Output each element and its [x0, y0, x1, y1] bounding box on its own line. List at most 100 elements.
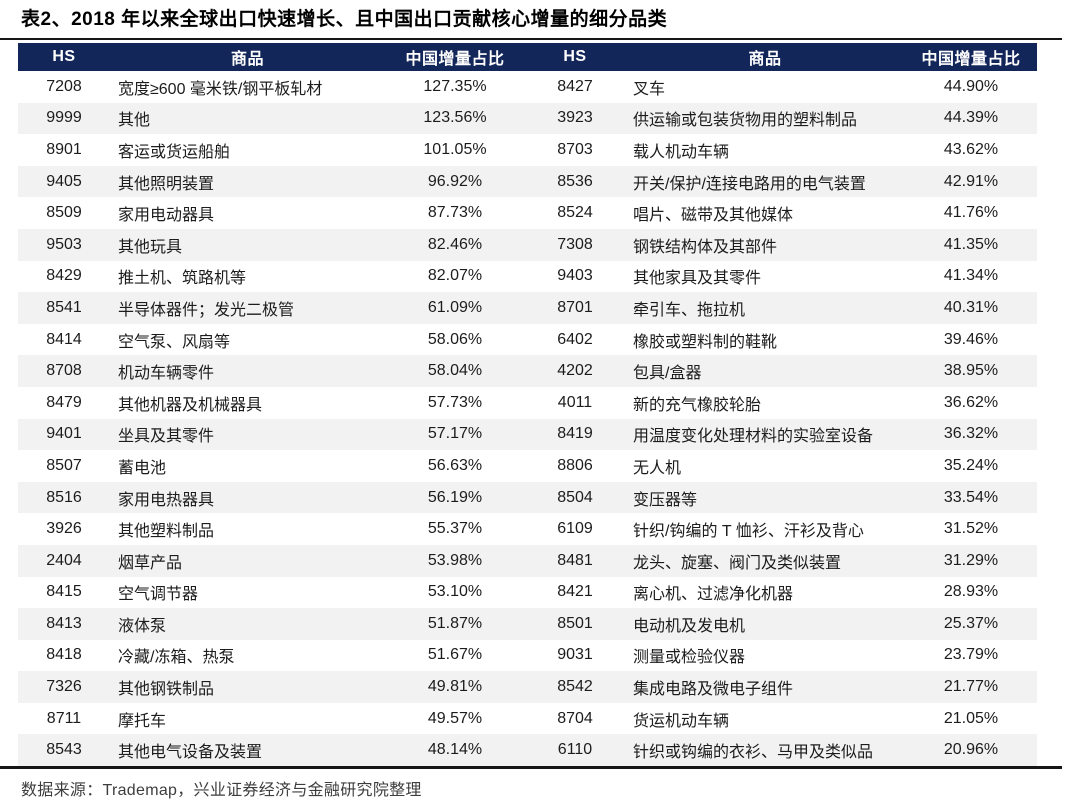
product-name-right: 开关/保护/连接电路用的电气装置 [625, 165, 905, 198]
bottom-rule [0, 766, 1062, 770]
hs-code-left: 2404 [18, 544, 110, 577]
table-row: 3926 其他塑料制品 55.37% 6109 针织/钩编的 T 恤衫、汗衫及背心 31.… [18, 513, 1037, 545]
china-share-right: 21.77% [905, 671, 1037, 703]
product-name-right: 橡胶或塑料制的鞋靴 [625, 323, 905, 356]
hs-code-right: 8504 [525, 481, 625, 514]
hs-code-right: 3923 [525, 102, 625, 135]
product-name-left: 其他照明装置 [110, 165, 385, 198]
china-share-left: 51.87% [385, 608, 525, 640]
china-share-left: 53.10% [385, 576, 525, 609]
hs-code-right: 8701 [525, 292, 625, 324]
china-share-right: 42.91% [905, 165, 1037, 198]
table-row: 9999 其他 123.56% 3923 供运输或包装货物用的塑料制品 44.39% [18, 102, 1037, 135]
china-share-left: 51.67% [385, 639, 525, 672]
china-share-right: 36.32% [905, 418, 1037, 451]
product-name-right: 测量或检验仪器 [625, 639, 905, 672]
table-row: 8516 家用电热器具 56.19% 8504 变压器等 33.54% [18, 481, 1037, 514]
china-share-left: 61.09% [385, 292, 525, 324]
china-share-right: 35.24% [905, 450, 1037, 482]
hs-code-left: 8711 [18, 702, 110, 735]
product-name-right: 针织/钩编的 T 恤衫、汗衫及背心 [625, 513, 905, 545]
hs-code-left: 8418 [18, 639, 110, 672]
china-share-right: 31.29% [905, 544, 1037, 577]
data-source-note: 数据来源：Trademap，兴业证券经济与金融研究院整理 [21, 782, 422, 800]
hs-code-left: 8413 [18, 608, 110, 640]
china-share-left: 58.06% [385, 323, 525, 356]
china-share-right: 33.54% [905, 481, 1037, 514]
china-share-left: 123.56% [385, 102, 525, 135]
hs-code-right: 4202 [525, 355, 625, 387]
product-name-right: 钢铁结构体及其部件 [625, 228, 905, 261]
hs-code-right: 8703 [525, 134, 625, 166]
table-row: 8901 客运或货运船舶 101.05% 8703 载人机动车辆 43.62% [18, 134, 1037, 166]
product-name-right: 无人机 [625, 450, 905, 482]
product-name-left: 家用电动器具 [110, 197, 385, 229]
product-name-left: 冷藏/冻箱、热泵 [110, 639, 385, 672]
product-name-left: 推土机、筑路机等 [110, 260, 385, 293]
hs-code-right: 4011 [525, 386, 625, 419]
product-name-left: 空气调节器 [110, 576, 385, 609]
china-share-left: 56.19% [385, 481, 525, 514]
china-share-right: 43.62% [905, 134, 1037, 166]
product-name-left: 其他电气设备及装置 [110, 734, 385, 767]
product-name-right: 新的充气橡胶轮胎 [625, 386, 905, 419]
hs-code-left: 9405 [18, 165, 110, 198]
china-share-left: 82.07% [385, 260, 525, 293]
hs-code-left: 9999 [18, 102, 110, 135]
hs-code-right: 8419 [525, 418, 625, 451]
china-share-right: 41.34% [905, 260, 1037, 293]
hs-code-right: 8501 [525, 608, 625, 640]
table-row: 8507 蓄电池 56.63% 8806 无人机 35.24% [18, 450, 1037, 482]
product-name-right: 其他家具及其零件 [625, 260, 905, 293]
table-row: 8711 摩托车 49.57% 8704 货运机动车辆 21.05% [18, 702, 1037, 735]
china-share-left: 55.37% [385, 513, 525, 545]
product-name-left: 摩托车 [110, 702, 385, 735]
hs-code-right: 6109 [525, 513, 625, 545]
col-header-hs-right: HS [525, 43, 625, 71]
hs-code-left: 8901 [18, 134, 110, 166]
col-header-share-right: 中国增量占比 [905, 43, 1037, 71]
product-name-right: 叉车 [625, 71, 905, 103]
hs-code-left: 8415 [18, 576, 110, 609]
china-share-right: 31.52% [905, 513, 1037, 545]
hs-code-left: 8479 [18, 386, 110, 419]
hs-code-left: 9503 [18, 228, 110, 261]
hs-code-right: 8542 [525, 671, 625, 703]
table-row: 8414 空气泵、风扇等 58.06% 6402 橡胶或塑料制的鞋靴 39.46% [18, 323, 1037, 356]
product-name-left: 空气泵、风扇等 [110, 323, 385, 356]
table-row: 8418 冷藏/冻箱、热泵 51.67% 9031 测量或检验仪器 23.79% [18, 639, 1037, 672]
product-name-right: 包具/盒器 [625, 355, 905, 387]
china-share-left: 56.63% [385, 450, 525, 482]
table-row: 8708 机动车辆零件 58.04% 4202 包具/盒器 38.95% [18, 355, 1037, 387]
china-share-right: 36.62% [905, 386, 1037, 419]
product-name-left: 蓄电池 [110, 450, 385, 482]
hs-code-right: 8704 [525, 702, 625, 735]
china-share-left: 48.14% [385, 734, 525, 767]
table-row: 8509 家用电动器具 87.73% 8524 唱片、磁带及其他媒体 41.76% [18, 197, 1037, 229]
product-name-right: 货运机动车辆 [625, 702, 905, 735]
product-name-left: 半导体器件；发光二极管 [110, 292, 385, 324]
china-share-right: 44.39% [905, 102, 1037, 135]
china-share-left: 49.57% [385, 702, 525, 735]
table-row: 7208 宽度≥600 毫米铁/钢平板轧材 127.35% 8427 叉车 44.90% [18, 71, 1037, 103]
china-share-right: 38.95% [905, 355, 1037, 387]
product-name-left: 液体泵 [110, 608, 385, 640]
product-name-right: 龙头、旋塞、阀门及类似装置 [625, 544, 905, 577]
table-row: 8479 其他机器及机械器具 57.73% 4011 新的充气橡胶轮胎 36.62% [18, 386, 1037, 419]
product-name-left: 其他塑料制品 [110, 513, 385, 545]
china-share-left: 127.35% [385, 71, 525, 103]
table-row: 8429 推土机、筑路机等 82.07% 9403 其他家具及其零件 41.34% [18, 260, 1037, 293]
product-name-right: 离心机、过滤净化机器 [625, 576, 905, 609]
product-name-left: 客运或货运船舶 [110, 134, 385, 166]
hs-code-left: 7326 [18, 671, 110, 703]
china-share-left: 82.46% [385, 228, 525, 261]
china-share-right: 40.31% [905, 292, 1037, 324]
china-share-left: 96.92% [385, 165, 525, 198]
header-row: HS 商品 中国增量占比 HS 商品 中国增量占比 [18, 43, 1037, 71]
product-name-left: 坐具及其零件 [110, 418, 385, 451]
table-row: 8413 液体泵 51.87% 8501 电动机及发电机 25.37% [18, 608, 1037, 640]
product-name-right: 集成电路及微电子组件 [625, 671, 905, 703]
product-name-right: 用温度变化处理材料的实验室设备 [625, 418, 905, 451]
hs-code-left: 8541 [18, 292, 110, 324]
